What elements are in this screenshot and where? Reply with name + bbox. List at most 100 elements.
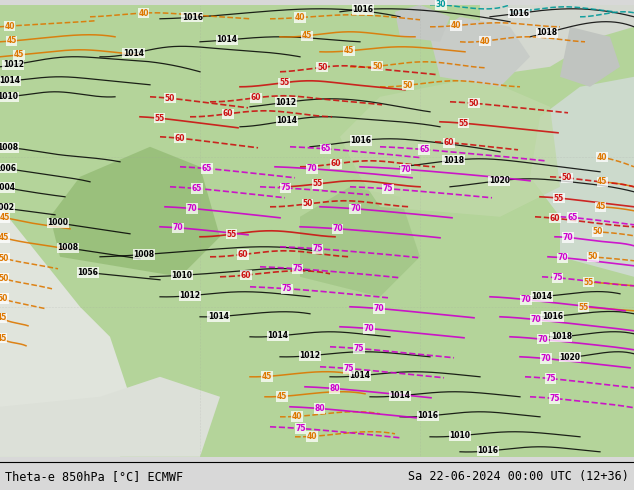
Text: 1010: 1010 — [0, 92, 18, 101]
Text: 75: 75 — [354, 344, 365, 353]
Text: 40: 40 — [451, 21, 462, 30]
Polygon shape — [340, 77, 560, 217]
Text: 50: 50 — [165, 94, 175, 103]
Text: 40: 40 — [295, 13, 306, 22]
Text: 55: 55 — [279, 78, 289, 87]
Text: 40: 40 — [292, 412, 302, 421]
Text: 1014: 1014 — [349, 371, 371, 380]
Text: 60: 60 — [174, 134, 185, 143]
Text: 60: 60 — [238, 250, 248, 259]
Text: 1006: 1006 — [0, 164, 16, 172]
Text: 1018: 1018 — [551, 332, 572, 341]
Text: 55: 55 — [226, 230, 236, 239]
Text: 70: 70 — [350, 204, 361, 213]
Text: 50: 50 — [0, 274, 8, 283]
Text: 75: 75 — [552, 273, 563, 282]
Text: 65: 65 — [192, 184, 202, 193]
Polygon shape — [50, 147, 220, 277]
Text: 70: 70 — [364, 324, 375, 333]
Text: 50: 50 — [0, 294, 8, 303]
Polygon shape — [0, 207, 130, 457]
Text: 40: 40 — [597, 153, 607, 162]
Text: 50: 50 — [562, 173, 572, 182]
Polygon shape — [0, 377, 220, 457]
Text: 50: 50 — [588, 252, 598, 262]
Text: 60: 60 — [223, 109, 233, 118]
Text: 60: 60 — [251, 93, 261, 102]
Text: 1016: 1016 — [418, 412, 439, 420]
Polygon shape — [430, 17, 530, 87]
Text: 1000: 1000 — [48, 219, 68, 227]
Text: Sa 22-06-2024 00:00 UTC (12+36): Sa 22-06-2024 00:00 UTC (12+36) — [408, 469, 629, 483]
Text: 75: 75 — [281, 284, 292, 293]
Text: 45: 45 — [597, 177, 607, 186]
Text: Theta-e 850hPa [°C] ECMWF: Theta-e 850hPa [°C] ECMWF — [5, 469, 183, 483]
Text: 1014: 1014 — [390, 391, 411, 400]
Text: 70: 70 — [306, 164, 317, 173]
Text: 60: 60 — [331, 159, 341, 168]
Text: 45: 45 — [0, 314, 7, 322]
Text: 40: 40 — [4, 22, 15, 30]
Text: 75: 75 — [549, 394, 560, 403]
Text: 70: 70 — [332, 224, 343, 233]
Text: 1016: 1016 — [351, 136, 372, 145]
Text: 75: 75 — [295, 424, 306, 433]
Text: 70: 70 — [538, 335, 548, 344]
Text: 75: 75 — [280, 183, 291, 193]
Text: 70: 70 — [541, 354, 551, 363]
Text: 45: 45 — [302, 31, 313, 40]
Text: 45: 45 — [344, 47, 354, 55]
Polygon shape — [560, 27, 620, 87]
Text: 50: 50 — [0, 253, 9, 263]
Text: 50: 50 — [592, 227, 603, 236]
Text: 1018: 1018 — [536, 28, 557, 37]
Text: 45: 45 — [595, 202, 605, 211]
Text: 40: 40 — [480, 37, 491, 46]
Text: 1012: 1012 — [300, 351, 321, 360]
Text: 40: 40 — [306, 432, 317, 441]
Text: 60: 60 — [240, 270, 251, 280]
Text: 1056: 1056 — [77, 268, 98, 277]
Text: 75: 75 — [313, 244, 323, 253]
Polygon shape — [530, 77, 634, 277]
Text: 1008: 1008 — [134, 250, 155, 259]
Text: 1012: 1012 — [179, 291, 200, 300]
Text: 55: 55 — [583, 277, 593, 287]
Text: 80: 80 — [329, 384, 340, 393]
Text: 45: 45 — [0, 213, 10, 222]
Polygon shape — [480, 5, 634, 77]
Polygon shape — [300, 187, 420, 297]
Text: 75: 75 — [292, 264, 303, 273]
Text: 75: 75 — [344, 364, 354, 373]
Text: 55: 55 — [554, 194, 564, 202]
Text: 60: 60 — [550, 214, 560, 223]
Text: 65: 65 — [567, 213, 578, 222]
Text: 60: 60 — [444, 138, 454, 147]
Polygon shape — [395, 5, 450, 42]
Text: 1014: 1014 — [268, 331, 288, 341]
Text: 70: 70 — [531, 315, 541, 324]
Text: 1014: 1014 — [0, 76, 20, 85]
Text: 45: 45 — [0, 233, 10, 243]
Text: 55: 55 — [155, 114, 165, 122]
Text: 70: 70 — [563, 233, 574, 242]
Text: 1014: 1014 — [208, 312, 229, 321]
Text: 1010: 1010 — [172, 271, 193, 280]
Text: 70: 70 — [557, 253, 568, 262]
Text: 1012: 1012 — [276, 98, 297, 107]
Text: 80: 80 — [314, 404, 325, 413]
Text: 1016: 1016 — [477, 446, 499, 456]
Text: 1004: 1004 — [0, 183, 15, 192]
Text: 1014: 1014 — [216, 35, 237, 45]
Text: 1014: 1014 — [123, 49, 144, 58]
Text: 1010: 1010 — [450, 431, 470, 440]
Text: 70: 70 — [186, 204, 197, 213]
Text: 70: 70 — [400, 165, 411, 174]
Text: 40: 40 — [138, 8, 149, 18]
Text: 70: 70 — [172, 223, 183, 232]
Text: 1002: 1002 — [0, 203, 14, 212]
Text: 1018: 1018 — [443, 156, 464, 165]
Text: 1016: 1016 — [353, 5, 373, 14]
Text: 30: 30 — [436, 0, 446, 9]
Text: 1014: 1014 — [276, 116, 297, 125]
